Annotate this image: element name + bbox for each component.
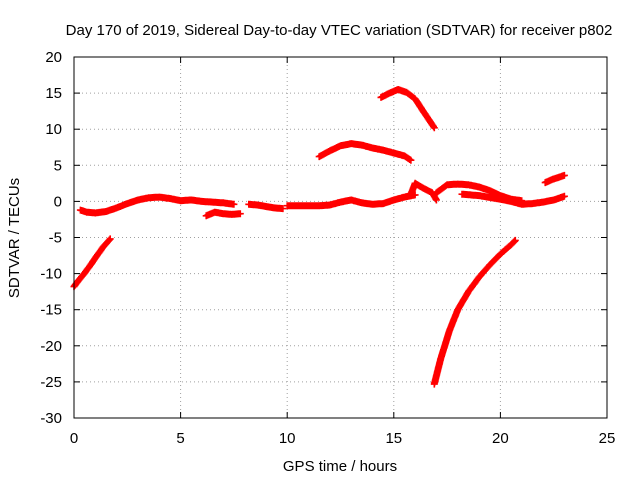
track-early-descent-markers xyxy=(70,235,114,291)
track-late-rise-markers xyxy=(541,171,568,187)
y-tick-label: -30 xyxy=(40,410,62,427)
grid xyxy=(74,57,607,418)
y-tick-label: 10 xyxy=(45,121,62,138)
x-tick-label: 0 xyxy=(70,430,78,447)
track-bump-late xyxy=(407,179,440,204)
x-tick-label: 25 xyxy=(599,430,616,447)
track-late-recovery xyxy=(430,236,519,388)
x-tick-label: 5 xyxy=(176,430,184,447)
x-tick-label: 15 xyxy=(385,430,402,447)
y-tick-label: 0 xyxy=(54,193,62,210)
y-tick-label: 5 xyxy=(54,157,62,174)
track-baseline-afternoon-markers xyxy=(283,191,419,210)
x-axis-label: GPS time / hours xyxy=(283,458,397,475)
y-axis-label: SDTVAR / TECUs xyxy=(6,178,23,298)
track-baseline-afternoon xyxy=(283,191,419,210)
data-series xyxy=(70,86,568,388)
x-tick-label: 10 xyxy=(279,430,296,447)
y-tick-label: -5 xyxy=(49,230,62,247)
y-tick-label: -15 xyxy=(40,302,62,319)
track-dip-morning xyxy=(202,208,244,220)
track-positive-arc xyxy=(315,140,415,164)
track-late-rise xyxy=(541,171,568,187)
plot-frame xyxy=(73,56,608,419)
y-tick-label: -25 xyxy=(40,374,62,391)
track-dip-morning-markers xyxy=(202,208,244,220)
y-tick-label: 15 xyxy=(45,85,62,102)
track-baseline-midday xyxy=(245,200,287,213)
track-baseline-morning xyxy=(76,193,238,217)
track-baseline-evening-markers xyxy=(458,190,568,208)
track-baseline-evening xyxy=(458,190,568,208)
x-tick-label: 20 xyxy=(492,430,509,447)
track-late-recovery-markers xyxy=(430,236,519,388)
chart-title: Day 170 of 2019, Sidereal Day-to-day VTE… xyxy=(66,22,613,39)
track-baseline-morning-markers xyxy=(76,193,238,217)
track-bump-late-markers xyxy=(407,179,440,204)
track-early-descent xyxy=(70,235,114,291)
y-tick-label: -10 xyxy=(40,266,62,283)
track-positive-arc-markers xyxy=(315,140,415,164)
y-tick-label: 20 xyxy=(45,49,62,66)
axis-ticks: 0 5 10 15 20 25 -30 -25 -20 -15 -10 -5 0 5 10 15 20 xyxy=(40,49,615,447)
track-baseline-midday-markers xyxy=(245,200,287,213)
track-peak-arc-markers xyxy=(377,86,438,132)
track-peak-arc xyxy=(377,86,438,132)
y-tick-label: -20 xyxy=(40,338,62,355)
